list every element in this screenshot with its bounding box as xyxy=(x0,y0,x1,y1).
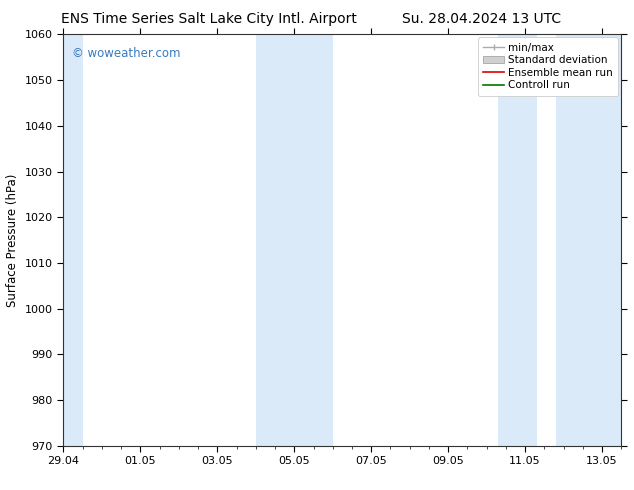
Text: ENS Time Series Salt Lake City Intl. Airport: ENS Time Series Salt Lake City Intl. Air… xyxy=(61,12,357,26)
Text: Su. 28.04.2024 13 UTC: Su. 28.04.2024 13 UTC xyxy=(403,12,561,26)
Bar xyxy=(52,34,82,446)
Bar xyxy=(498,34,536,446)
Y-axis label: Surface Pressure (hPa): Surface Pressure (hPa) xyxy=(6,173,19,307)
Bar xyxy=(256,34,333,446)
Bar xyxy=(556,34,621,446)
Legend: min/max, Standard deviation, Ensemble mean run, Controll run: min/max, Standard deviation, Ensemble me… xyxy=(478,37,618,96)
Text: © woweather.com: © woweather.com xyxy=(72,47,180,60)
